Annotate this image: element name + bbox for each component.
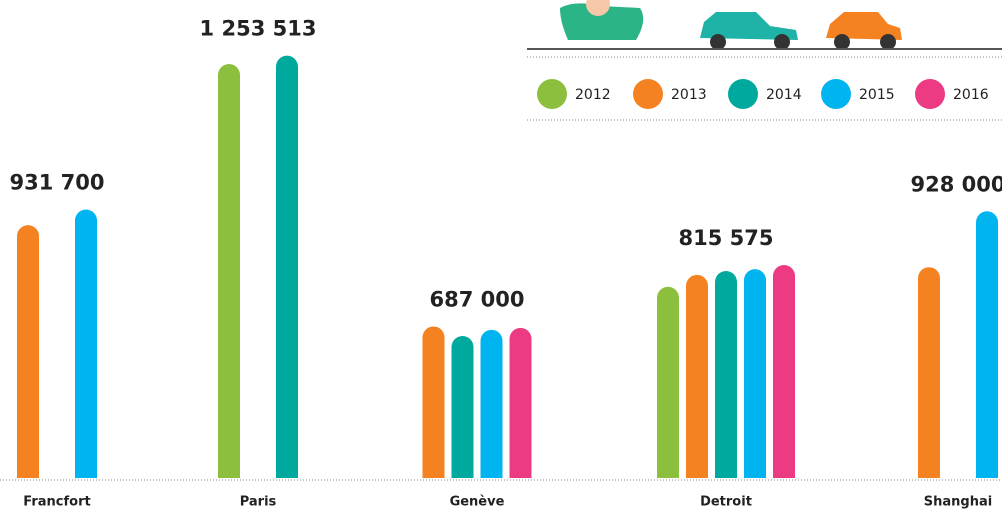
bar bbox=[423, 326, 445, 490]
bar bbox=[744, 269, 766, 490]
bar bbox=[17, 225, 39, 490]
legend-swatch bbox=[633, 79, 663, 109]
legend-swatch bbox=[537, 79, 567, 109]
legend-swatch bbox=[728, 79, 758, 109]
bar bbox=[773, 265, 795, 490]
legend-label: 2016 bbox=[953, 87, 989, 103]
value-label: 928 000 bbox=[911, 172, 1002, 196]
bar bbox=[276, 56, 298, 490]
value-label: 815 575 bbox=[679, 226, 774, 250]
x-tick-label: Genève bbox=[450, 495, 505, 510]
legend-swatch bbox=[915, 79, 945, 109]
legend-label: 2015 bbox=[859, 87, 895, 103]
x-tick-label: Francfort bbox=[23, 495, 90, 510]
bar bbox=[657, 287, 679, 490]
bar bbox=[976, 211, 998, 490]
bar bbox=[510, 328, 532, 490]
legend-label: 2013 bbox=[671, 87, 707, 103]
x-tick-label: Detroit bbox=[700, 495, 752, 510]
bar bbox=[218, 64, 240, 490]
value-label: 1 253 513 bbox=[200, 17, 317, 41]
bar bbox=[452, 336, 474, 490]
x-tick-label: Shanghai bbox=[924, 495, 992, 510]
legend-swatch bbox=[821, 79, 851, 109]
bar bbox=[686, 275, 708, 490]
bar bbox=[481, 330, 503, 490]
bar bbox=[918, 267, 940, 490]
legend-label: 2012 bbox=[575, 87, 611, 103]
legend-label: 2014 bbox=[766, 87, 802, 103]
value-label: 931 700 bbox=[10, 171, 105, 195]
bar bbox=[75, 210, 97, 490]
value-label: 687 000 bbox=[430, 287, 525, 311]
x-tick-label: Paris bbox=[240, 495, 277, 510]
chart: 931 700 Francfort 1 253 513 Paris 687 000 Gen… bbox=[0, 0, 1002, 513]
bar bbox=[715, 271, 737, 490]
